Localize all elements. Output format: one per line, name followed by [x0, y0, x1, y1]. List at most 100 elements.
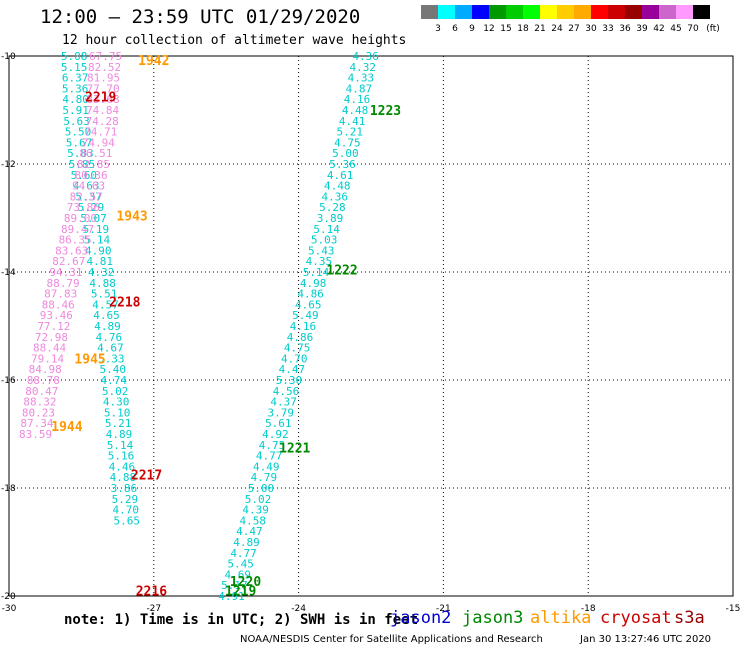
jason3-wave-height-label: 4.57 [92, 298, 119, 311]
jason3-wave-height-label: 5.29 [112, 493, 139, 506]
pass-time-label: 2219 [85, 91, 116, 106]
jason3-wave-height-label: 3.79 [267, 406, 294, 419]
jason3-wave-height-label: 5.50 [65, 126, 92, 139]
jason3-wave-height-label: 4.47 [236, 525, 263, 538]
altika-wave-height-label: 82.85 [77, 158, 110, 171]
altika-wave-height-label: 82.57 [70, 190, 103, 203]
jason3-wave-height-label: 5.33 [98, 352, 125, 365]
y-tick-label: -18 [1, 484, 16, 494]
jason3-wave-height-label: 5.08 [61, 50, 88, 63]
jason3-wave-height-label: 5.15 [61, 61, 88, 74]
colorbar-swatch [557, 5, 574, 19]
colorbar-swatch [642, 5, 659, 19]
colorbar-label: 36 [619, 24, 631, 34]
jason3-wave-height-label: 5.36 [329, 158, 356, 171]
altika-wave-height-label: 94.63 [72, 180, 105, 193]
jason3-wave-height-label: 5.14 [303, 266, 330, 279]
altika-wave-height-label: 87.34 [20, 417, 53, 430]
altika-wave-height-label: 89.47 [61, 223, 94, 236]
y-tick-label: -12 [1, 160, 16, 170]
altika-wave-height-label: 73.86 [67, 201, 100, 214]
pass-time-label: 1220 [230, 575, 261, 590]
altika-wave-height-label: 83.68 [87, 93, 120, 106]
jason3-wave-height-label: 4.16 [344, 93, 371, 106]
pass-time-label: 1221 [279, 442, 310, 457]
jason3-wave-height-label: 4.46 [109, 460, 136, 473]
jason3-wave-height-label: 5.07 [80, 212, 107, 225]
jason3-wave-height-label: 5.30 [276, 374, 303, 387]
altika-wave-height-label: 77.70 [87, 82, 120, 95]
colorbar-label: 3 [435, 24, 441, 34]
pass-time-label: 1219 [225, 585, 256, 600]
colorbar-swatch [676, 5, 693, 19]
jason3-wave-height-label: 4.77 [256, 450, 283, 463]
colorbar-swatch [523, 5, 540, 19]
x-tick-label: -27 [146, 604, 161, 614]
legend-s3a: s3a [674, 608, 705, 628]
legend-jason3: jason3 [462, 608, 524, 628]
colorbar-swatch [421, 5, 438, 19]
pass-time-label: 1945 [74, 352, 105, 367]
jason3-wave-height-label: 5.14 [313, 223, 340, 236]
altika-wave-height-label: 79.14 [31, 352, 64, 365]
colorbar-swatch [506, 5, 523, 19]
altika-wave-height-label: 74.84 [86, 104, 119, 117]
y-tick-label: -14 [1, 268, 16, 278]
jason3-wave-height-label: 4.35 [306, 255, 333, 268]
colorbar-label: 33 [602, 24, 614, 34]
pass-time-label: 2218 [109, 296, 140, 311]
plot-frame [8, 55, 734, 597]
jason3-wave-height-label: 4.90 [85, 244, 112, 257]
jason3-wave-height-label: 4.70 [113, 504, 140, 517]
jason3-wave-height-label: 5.03 [311, 234, 338, 247]
jason3-wave-height-label: 4.47 [279, 363, 306, 376]
altika-wave-height-label: 88.79 [46, 277, 79, 290]
jason3-wave-height-label: 5.63 [63, 115, 90, 128]
colorbar-label: 6 [452, 24, 458, 34]
jason3-wave-height-label: 5.10 [104, 406, 131, 419]
jason3-wave-height-label: 5.19 [83, 223, 110, 236]
chart-subtitle: 12 hour collection of altimeter wave hei… [62, 33, 407, 48]
jason3-wave-height-label: 4.61 [327, 169, 354, 182]
colorbar-swatch [659, 5, 676, 19]
colorbar-unit: (ft) [706, 24, 720, 34]
altika-wave-height-label: 93.46 [40, 309, 73, 322]
colorbar-swatch [591, 5, 608, 19]
altika-wave-height-label: 77.12 [37, 320, 70, 333]
colorbar-label: 9 [469, 24, 475, 34]
y-tick-label: -10 [1, 52, 16, 62]
altika-wave-height-label: 89.00 [64, 212, 97, 225]
jason3-wave-height-label: 5.17 [221, 579, 248, 592]
altika-wave-height-label: 81.95 [87, 72, 120, 85]
jason3-wave-height-label: 4.87 [346, 82, 373, 95]
jason3-wave-height-label: 5.43 [308, 244, 335, 257]
jason3-wave-height-label: 5.21 [337, 126, 364, 139]
altika-wave-height-label: 83.59 [19, 428, 52, 441]
jason3-wave-height-label: 4.92 [262, 428, 289, 441]
jason3-wave-height-label: 4.49 [253, 460, 280, 473]
colorbar-swatch [608, 5, 625, 19]
x-tick-label: -24 [291, 604, 306, 614]
altika-wave-height-label: 87.83 [44, 288, 77, 301]
jason3-wave-height-label: 5.14 [107, 439, 134, 452]
jason3-wave-height-label: 3.86 [111, 482, 138, 495]
jason3-wave-height-label: 5.67 [66, 136, 93, 149]
jason3-wave-height-label: 5.37 [75, 190, 102, 203]
colorbar-label: 27 [568, 24, 580, 34]
jason3-wave-height-label: 4.75 [334, 136, 361, 149]
colorbar-label: 24 [551, 24, 563, 34]
altika-wave-height-label: 80.47 [25, 385, 58, 398]
altika-wave-height-label: 88.44 [33, 342, 66, 355]
credit-text: NOAA/NESDIS Center for Satellite Applica… [240, 634, 543, 645]
colorbar-swatch [438, 5, 455, 19]
jason3-wave-height-label: 5.61 [265, 417, 292, 430]
jason3-wave-height-label: 4.91 [218, 590, 245, 603]
jason3-wave-height-label: 4.81 [86, 255, 113, 268]
colorbar-label: 39 [636, 24, 648, 34]
altika-wave-height-label: 84.98 [29, 363, 62, 376]
generated-timestamp: Jan 30 13:27:46 UTC 2020 [580, 634, 712, 645]
jason3-wave-height-label: 4.39 [242, 504, 269, 517]
colorbar-label: 30 [585, 24, 597, 34]
altika-wave-height-label: 82.67 [52, 255, 85, 268]
